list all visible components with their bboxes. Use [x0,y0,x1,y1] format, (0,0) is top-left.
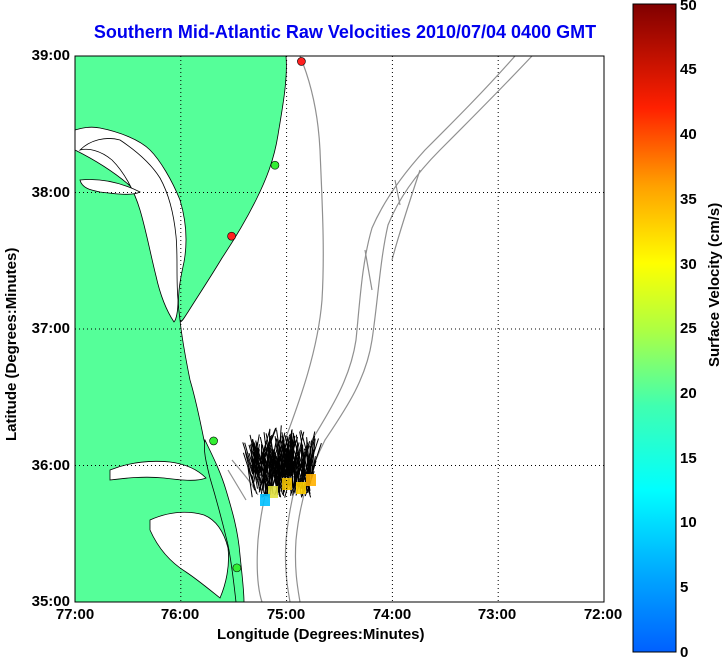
x-axis-label: Longitude (Degrees:Minutes) [217,626,425,643]
colorbar-tick: 50 [680,0,697,14]
colorbar-tick: 40 [680,126,697,143]
colorbar-tick: 5 [680,579,688,596]
radar-site-marker [271,161,279,169]
x-tick: 72:00 [573,606,633,623]
colorbar-tick: 20 [680,385,697,402]
colorbar-tick: 45 [680,61,697,78]
x-tick: 73:00 [467,606,527,623]
x-tick: 76:00 [150,606,210,623]
velocity-color-patch [306,474,316,486]
x-tick: 74:00 [362,606,422,623]
radar-site-marker [210,437,218,445]
y-axis-label: Latitude (Degrees:Minutes) [3,248,20,441]
colorbar-label: Surface Velocity (cm/s) [706,203,723,367]
colorbar-tick: 30 [680,256,697,273]
velocity-color-patch [260,494,270,506]
y-tick: 35:00 [8,593,70,610]
radar-site-marker [297,57,305,65]
radar-site-marker [233,564,241,572]
colorbar-tick: 15 [680,450,697,467]
y-tick: 39:00 [8,47,70,64]
colorbar-tick: 35 [680,191,697,208]
x-tick: 75:00 [256,606,316,623]
colorbar-tick: 25 [680,320,697,337]
colorbar-tick: 10 [680,514,697,531]
colorbar-tick: 0 [680,644,688,661]
velocity-color-patch [296,482,306,494]
radar-site-marker [228,232,236,240]
colorbar [633,4,676,652]
y-tick: 38:00 [8,184,70,201]
y-tick: 36:00 [8,457,70,474]
